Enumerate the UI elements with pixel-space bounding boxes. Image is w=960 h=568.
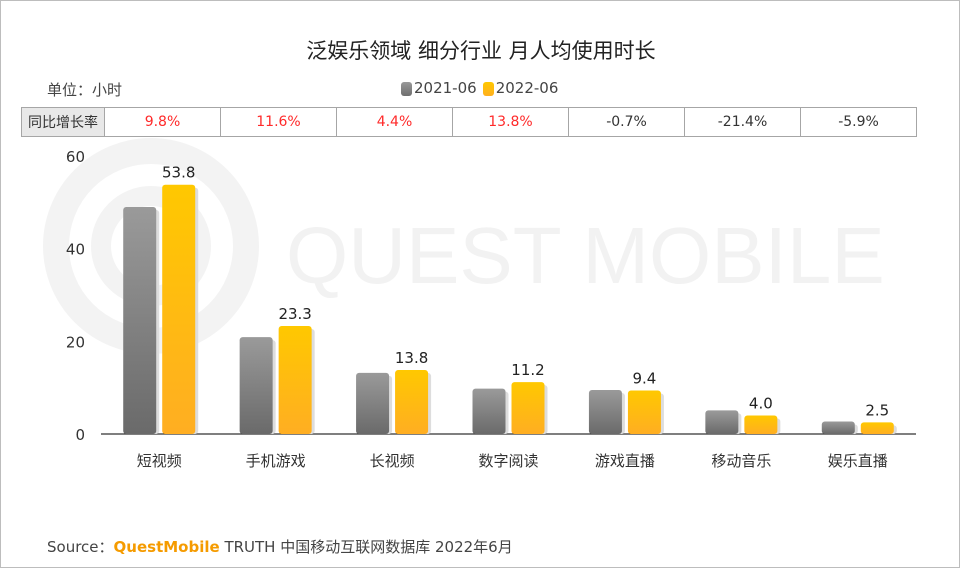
bar-2021-06 (123, 206, 157, 434)
yoy-table: 同比增长率 9.8% 11.6% 4.4% 13.8% -0.7% -21.4% -5.9% (21, 107, 917, 137)
yoy-cell: -5.9% (800, 107, 917, 137)
x-tick-label: 长视频 (370, 452, 415, 470)
bar-2022-06 (744, 415, 778, 434)
legend-swatch-gray (401, 81, 412, 96)
bar-2022-06 (278, 326, 312, 434)
x-tick-label: 娱乐直播 (828, 452, 888, 470)
bar-2022-06 (511, 382, 545, 434)
bar-2022-06 (627, 390, 661, 434)
data-label: 11.2 (511, 361, 544, 379)
yoy-cell: 9.8% (104, 107, 221, 137)
data-label: 2.5 (865, 401, 889, 419)
data-label: 4.0 (749, 394, 773, 412)
watermark-text: QUEST MOBILE (286, 211, 885, 300)
x-tick-label: 数字阅读 (478, 452, 538, 470)
yoy-cell: -21.4% (684, 107, 801, 137)
legend-item-2022: 2022-06 (482, 79, 559, 97)
y-tick-label: 40 (66, 241, 85, 259)
x-tick-label: 手机游戏 (246, 452, 306, 470)
yoy-cell: 13.8% (452, 107, 569, 137)
bar-2021-06 (821, 421, 855, 434)
data-label: 13.8 (395, 349, 428, 367)
legend-label: 2021-06 (414, 79, 477, 97)
legend-item-2021: 2021-06 (401, 79, 477, 97)
y-tick-label: 0 (75, 426, 85, 444)
chart-title: 泛娱乐领域 细分行业 月人均使用时长 (306, 39, 656, 63)
x-tick-label: 短视频 (137, 452, 182, 470)
bar-2021-06 (356, 372, 390, 434)
data-label: 9.4 (632, 369, 656, 387)
x-tick-label: 游戏直播 (595, 452, 655, 470)
bar-2022-06 (162, 184, 196, 434)
yoy-cell: 11.6% (220, 107, 337, 137)
legend-label: 2022-06 (495, 79, 559, 97)
bar-2021-06 (239, 337, 273, 434)
x-tick-label: 移动音乐 (711, 452, 771, 470)
yoy-cell: -0.7% (568, 107, 685, 137)
source-note: Source：QuestMobile TRUTH 中国移动互联网数据库 2022… (47, 536, 513, 557)
legend-swatch-yellow (482, 81, 494, 96)
data-label: 23.3 (278, 305, 311, 323)
yoy-cell: 4.4% (336, 107, 453, 137)
yoy-header: 同比增长率 (21, 107, 105, 137)
legend: 2021-06 2022-06 (401, 79, 558, 97)
source-brand: QuestMobile (113, 538, 220, 556)
bar-2021-06 (588, 389, 622, 434)
y-tick-label: 20 (66, 333, 85, 351)
source-prefix: Source： (47, 538, 114, 556)
y-tick-label: 60 (66, 148, 85, 166)
source-text: TRUTH 中国移动互联网数据库 2022年6月 (219, 538, 513, 556)
bar-2021-06 (472, 388, 506, 434)
data-label: 53.8 (162, 164, 195, 182)
bar-2021-06 (705, 410, 739, 434)
unit-label: 单位：小时 (47, 81, 123, 99)
bar-2022-06 (395, 370, 429, 434)
bar-2022-06 (860, 422, 894, 434)
